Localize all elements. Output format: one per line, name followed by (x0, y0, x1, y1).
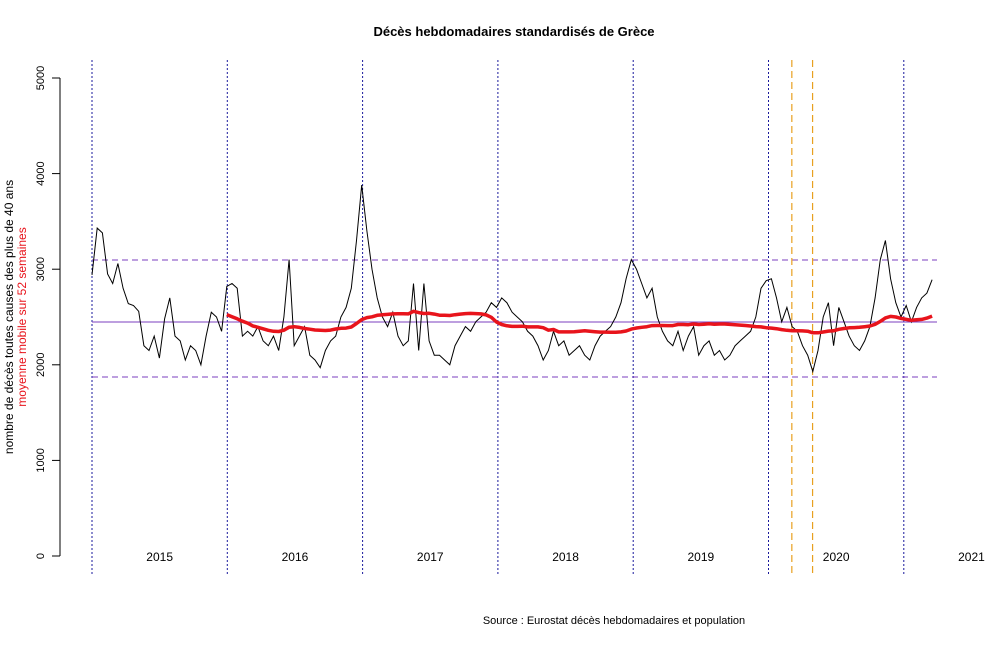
weekly-deaths-line (91, 185, 933, 374)
y-tick-label: 1000 (35, 448, 47, 472)
y-tick-label: 2000 (35, 353, 47, 377)
year-label: 2018 (552, 550, 579, 564)
year-lines (91, 60, 905, 576)
y-tick-label: 3000 (35, 257, 47, 281)
lockdown-markers (791, 60, 814, 576)
y-tick-label: 5000 (35, 66, 47, 90)
y-axis-label: nombre de décès toutes causes des plus d… (2, 180, 29, 454)
year-label: 2020 (823, 550, 850, 564)
year-label: 2021 (958, 550, 985, 564)
year-label: 2016 (282, 550, 309, 564)
y-axis-label-secondary: moyenne mobile sur 52 semaines (15, 227, 29, 406)
y-tick-label: 0 (35, 553, 47, 559)
moving-average-line (226, 309, 933, 335)
source-note: Source : Eurostat décès hebdomadaires et… (483, 615, 745, 627)
year-labels: 2015 2016 2017 2018 2019 2020 2021 (146, 550, 985, 564)
chart-title: Décès hebdomadaires standardisés de Grèc… (373, 24, 654, 39)
y-axis-label-primary: nombre de décès toutes causes des plus d… (2, 180, 16, 454)
year-label: 2015 (146, 550, 173, 564)
y-tick-label: 4000 (35, 161, 47, 185)
reference-lines (92, 259, 937, 378)
y-axis: 0 1000 2000 3000 4000 5000 (35, 66, 61, 559)
year-label: 2019 (687, 550, 714, 564)
year-label: 2017 (417, 550, 444, 564)
